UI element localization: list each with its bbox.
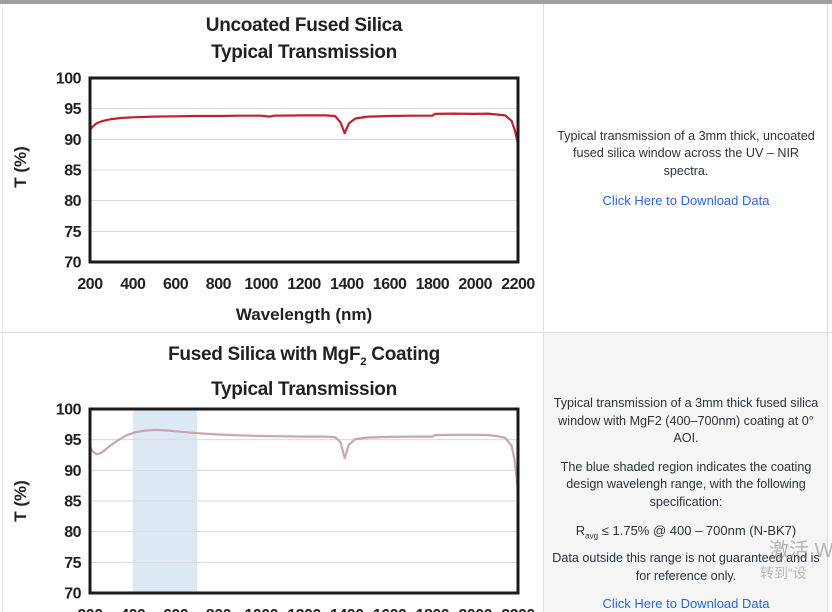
uncoated-description-panel: Typical transmission of a 3mm thick, unc… — [550, 4, 822, 332]
svg-text:1000: 1000 — [244, 276, 278, 293]
svg-text:75: 75 — [64, 224, 81, 241]
svg-text:800: 800 — [206, 276, 232, 293]
uncoated-chart-x-axis-label: Wavelength (nm) — [235, 305, 373, 324]
svg-text:75: 75 — [64, 555, 81, 572]
svg-text:2200: 2200 — [501, 276, 535, 293]
shaded-region-note-text: The blue shaded region indicates the coa… — [560, 459, 812, 509]
svg-text:2200: 2200 — [501, 607, 535, 612]
svg-text:600: 600 — [163, 607, 189, 612]
svg-text:1800: 1800 — [416, 276, 450, 293]
uncoated-chart-title-line2: Typical Transmission — [211, 42, 397, 63]
right-border — [827, 4, 828, 612]
svg-text:200: 200 — [77, 276, 103, 293]
uncoated-description-text: Typical transmission of a 3mm thick, unc… — [557, 128, 815, 178]
svg-text:100: 100 — [56, 71, 82, 88]
svg-text:100: 100 — [56, 402, 82, 419]
coated-description-text: Typical transmission of a 3mm thick fuse… — [553, 396, 819, 445]
svg-text:70: 70 — [64, 255, 81, 272]
windows-activation-watermark-line1: 激活 W — [769, 540, 832, 562]
coated-chart-title-line2: Typical Transmission — [211, 378, 397, 400]
svg-text:80: 80 — [64, 193, 81, 210]
svg-text:80: 80 — [64, 524, 81, 541]
svg-text:1000: 1000 — [244, 607, 278, 612]
svg-text:1400: 1400 — [330, 276, 364, 293]
svg-text:1200: 1200 — [287, 276, 321, 293]
svg-text:70: 70 — [64, 586, 81, 603]
svg-text:800: 800 — [206, 607, 232, 612]
svg-text:2000: 2000 — [458, 276, 492, 293]
svg-text:95: 95 — [64, 432, 81, 449]
uncoated-chart-title-line1: Uncoated Fused Silica — [205, 15, 403, 36]
top-border-bar — [0, 0, 832, 4]
svg-text:1200: 1200 — [287, 607, 321, 612]
svg-text:600: 600 — [163, 276, 189, 293]
coated-chart-title-line1: Fused Silica with MgF2 Coating — [168, 344, 440, 368]
svg-text:1400: 1400 — [330, 607, 364, 612]
svg-text:85: 85 — [64, 494, 81, 511]
uncoated-download-data-link[interactable]: Click Here to Download Data — [602, 193, 770, 209]
left-border — [2, 4, 3, 612]
uncoated-transmission-chart: 70 75 80 85 90 95 100 200 400 600 800 1000 1200 1400 1… — [56, 71, 536, 294]
windows-activation-watermark-line2: 转到“设 — [760, 565, 807, 581]
svg-text:2000: 2000 — [458, 607, 492, 612]
horizontal-divider — [0, 332, 832, 333]
vertical-divider — [543, 4, 544, 612]
svg-text:90: 90 — [64, 132, 81, 149]
svg-text:1800: 1800 — [416, 607, 450, 612]
bottom-text-panel-background — [544, 333, 827, 612]
coated-download-data-link[interactable]: Click Here to Download Data — [602, 596, 770, 611]
reflectance-spec-text: Ravg ≤ 1.75% @ 400 – 700nm (N-BK7) — [575, 523, 797, 541]
svg-text:85: 85 — [64, 163, 81, 180]
uncoated-chart-title: Uncoated Fused Silica Typical Transmissi… — [90, 12, 518, 66]
svg-text:90: 90 — [64, 463, 81, 480]
svg-text:95: 95 — [64, 101, 81, 118]
coated-chart-title: Fused Silica with MgF2 Coating Typical T… — [90, 341, 518, 403]
data-disclaimer-text: Data outside this range is not guarantee… — [552, 551, 820, 583]
svg-text:1600: 1600 — [373, 276, 407, 293]
svg-text:400: 400 — [120, 276, 146, 293]
svg-text:400: 400 — [120, 607, 146, 612]
coated-description-panel: Typical transmission of a 3mm thick fuse… — [550, 333, 822, 611]
svg-text:1600: 1600 — [373, 607, 407, 612]
svg-text:200: 200 — [77, 607, 103, 612]
coated-transmission-chart: 70 75 80 85 90 95 100 200 400 600 800 1000 1200 1400 1… — [56, 402, 536, 612]
